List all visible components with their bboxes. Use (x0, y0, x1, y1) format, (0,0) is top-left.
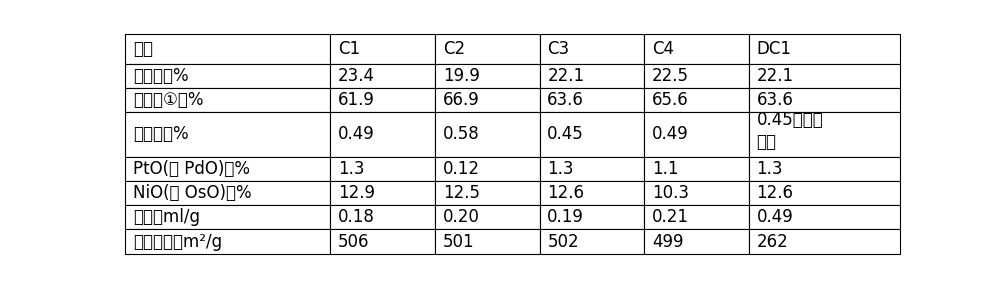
Text: 22.1: 22.1 (547, 67, 584, 85)
Text: 0.19: 0.19 (547, 208, 584, 226)
Bar (749, 64, 900, 88)
Text: 12.6: 12.6 (757, 184, 794, 202)
Text: 富勒烯，%: 富勒烯，% (133, 125, 188, 143)
Text: C3: C3 (547, 40, 570, 58)
Text: 1.3: 1.3 (547, 160, 574, 178)
Text: 0.45: 0.45 (547, 125, 584, 143)
Text: 比表面积，m²/g: 比表面积，m²/g (133, 233, 222, 251)
Bar (540, 88, 644, 112)
Bar (749, 157, 900, 181)
Text: 孔容，ml/g: 孔容，ml/g (133, 208, 200, 226)
Text: 0.45（未改
性）: 0.45（未改 性） (757, 111, 823, 150)
Bar (125, 112, 330, 157)
Bar (749, 88, 900, 112)
Text: 12.6: 12.6 (547, 184, 584, 202)
Text: 65.6: 65.6 (652, 91, 689, 109)
Text: 22.5: 22.5 (652, 67, 689, 85)
Text: 502: 502 (547, 233, 579, 251)
Bar (435, 157, 540, 181)
Text: 12.9: 12.9 (338, 184, 375, 202)
Text: 22.1: 22.1 (757, 67, 794, 85)
Text: C1: C1 (338, 40, 360, 58)
Text: 12.5: 12.5 (443, 184, 480, 202)
Bar (435, 229, 540, 254)
Text: 0.58: 0.58 (443, 125, 480, 143)
Bar (435, 205, 540, 229)
Bar (435, 112, 540, 157)
Bar (435, 88, 540, 112)
Bar (125, 157, 330, 181)
Text: 61.9: 61.9 (338, 91, 375, 109)
Text: 氧化铝①，%: 氧化铝①，% (133, 91, 203, 109)
Text: 0.49: 0.49 (757, 208, 793, 226)
Bar (330, 157, 435, 181)
Bar (330, 34, 435, 64)
Bar (330, 112, 435, 157)
Bar (330, 88, 435, 112)
Text: C2: C2 (443, 40, 465, 58)
Text: 分子筛，%: 分子筛，% (133, 67, 188, 85)
Bar (644, 181, 749, 205)
Bar (125, 229, 330, 254)
Bar (435, 181, 540, 205)
Bar (435, 64, 540, 88)
Bar (125, 88, 330, 112)
Text: 63.6: 63.6 (757, 91, 794, 109)
Text: NiO(或 OsO)，%: NiO(或 OsO)，% (133, 184, 251, 202)
Bar (540, 157, 644, 181)
Bar (644, 64, 749, 88)
Bar (749, 34, 900, 64)
Bar (330, 205, 435, 229)
Bar (540, 181, 644, 205)
Text: 1.3: 1.3 (757, 160, 783, 178)
Bar (644, 229, 749, 254)
Bar (540, 229, 644, 254)
Text: 262: 262 (757, 233, 788, 251)
Text: 1.1: 1.1 (652, 160, 678, 178)
Bar (644, 34, 749, 64)
Bar (540, 112, 644, 157)
Text: 63.6: 63.6 (547, 91, 584, 109)
Bar (540, 34, 644, 64)
Text: 23.4: 23.4 (338, 67, 375, 85)
Bar (125, 181, 330, 205)
Text: 66.9: 66.9 (443, 91, 480, 109)
Bar (749, 181, 900, 205)
Bar (125, 64, 330, 88)
Text: 0.21: 0.21 (652, 208, 689, 226)
Text: DC1: DC1 (757, 40, 792, 58)
Text: PtO(或 PdO)，%: PtO(或 PdO)，% (133, 160, 250, 178)
Bar (749, 229, 900, 254)
Bar (330, 229, 435, 254)
Bar (330, 64, 435, 88)
Bar (644, 157, 749, 181)
Bar (749, 205, 900, 229)
Text: 0.49: 0.49 (338, 125, 375, 143)
Text: 506: 506 (338, 233, 370, 251)
Bar (749, 112, 900, 157)
Bar (125, 34, 330, 64)
Bar (644, 205, 749, 229)
Bar (644, 112, 749, 157)
Text: 499: 499 (652, 233, 684, 251)
Bar (644, 88, 749, 112)
Bar (540, 64, 644, 88)
Text: 501: 501 (443, 233, 474, 251)
Text: 0.18: 0.18 (338, 208, 375, 226)
Bar (125, 205, 330, 229)
Bar (540, 205, 644, 229)
Bar (330, 181, 435, 205)
Text: 1.3: 1.3 (338, 160, 365, 178)
Text: 编号: 编号 (133, 40, 153, 58)
Text: 10.3: 10.3 (652, 184, 689, 202)
Text: 0.20: 0.20 (443, 208, 480, 226)
Text: C4: C4 (652, 40, 674, 58)
Text: 19.9: 19.9 (443, 67, 480, 85)
Bar (435, 34, 540, 64)
Text: 0.12: 0.12 (443, 160, 480, 178)
Text: 0.49: 0.49 (652, 125, 689, 143)
